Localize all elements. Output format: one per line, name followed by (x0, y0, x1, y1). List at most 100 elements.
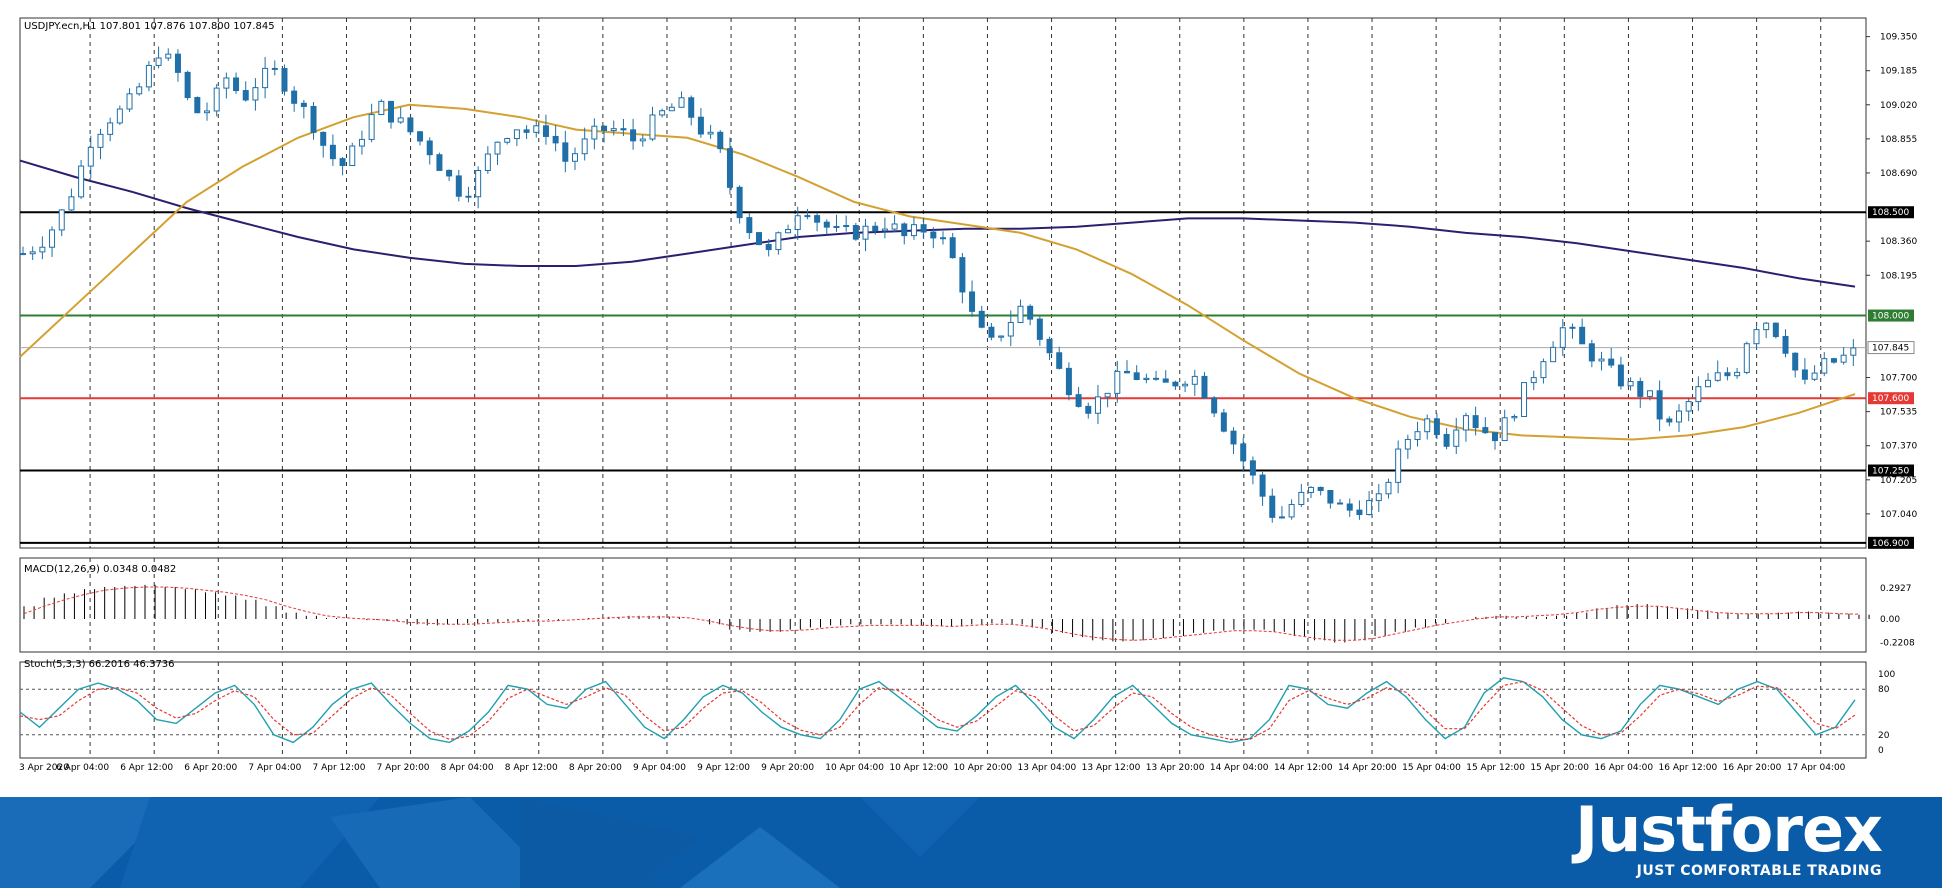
candle-body (465, 195, 472, 198)
candle-body (213, 87, 220, 112)
ma-50-line (19, 103, 1856, 441)
candle-body (513, 129, 520, 140)
candle-body (949, 237, 956, 259)
candle-body (242, 90, 249, 101)
candle-body (68, 196, 75, 211)
candle-body (97, 133, 104, 148)
time-label: 7 Apr 20:00 (377, 763, 430, 773)
candle-body (610, 128, 617, 132)
candle-body (339, 158, 346, 167)
candle-body (329, 144, 336, 160)
time-label: 16 Apr 12:00 (1659, 763, 1718, 773)
candle-body (262, 67, 269, 89)
candle-body (49, 229, 56, 248)
candle-body (1850, 347, 1857, 356)
candle-body (1414, 431, 1421, 440)
candle-body (300, 102, 307, 107)
candle-body (998, 335, 1005, 338)
candle-body (1007, 322, 1014, 337)
candle-body (388, 100, 394, 123)
candle-body (1550, 346, 1557, 363)
candle-body (87, 146, 94, 167)
candles (20, 46, 1857, 523)
time-label: 6 Apr 20:00 (184, 763, 237, 773)
macd-tick-label: 0.00 (1880, 615, 1900, 625)
candle-body (1530, 377, 1537, 384)
price-tick-label: 107.535 (1880, 408, 1917, 418)
candle-body (1269, 495, 1276, 518)
ma-200-line (19, 159, 1856, 288)
candle-body (1327, 489, 1334, 504)
candle-body (1462, 415, 1469, 431)
candle-body (969, 291, 976, 312)
candle-body (562, 142, 569, 162)
candle-body (320, 131, 327, 146)
price-tick-label: 107.700 (1880, 374, 1917, 384)
candle-body (436, 154, 443, 171)
candle-body (358, 138, 365, 147)
candle-body (1521, 382, 1528, 417)
stoch-d-line (19, 680, 1856, 741)
candle-body (1240, 443, 1247, 462)
candle-body (1308, 486, 1314, 493)
candle-body (1666, 418, 1673, 423)
stoch-k-line (19, 677, 1856, 744)
candle-body (862, 225, 869, 240)
candle-body (426, 140, 433, 156)
level-label: 108.500 (1872, 208, 1909, 218)
level-label: 107.250 (1872, 467, 1909, 477)
candle-body (1588, 343, 1595, 362)
candle-body (1085, 405, 1092, 414)
macd-tick-label: 0.2927 (1880, 584, 1912, 594)
candle-body (1094, 396, 1101, 414)
candle-body (910, 224, 917, 237)
time-label: 6 Apr 12:00 (120, 763, 173, 773)
time-label: 7 Apr 04:00 (248, 763, 301, 773)
time-label: 13 Apr 20:00 (1146, 763, 1205, 773)
candle-body (1346, 503, 1353, 511)
candle-body (1036, 318, 1043, 340)
candle-body (533, 125, 540, 133)
candle-body (1734, 371, 1741, 377)
candle-body (1065, 367, 1072, 396)
candle-body (1637, 380, 1644, 397)
candle-body (455, 175, 462, 197)
level-tag (1867, 341, 1915, 355)
macd-panel-frame (19, 557, 1867, 653)
candle-body (1801, 369, 1808, 380)
candle-body (1811, 372, 1818, 380)
stoch-panel-frame (19, 661, 1867, 759)
time-label: 16 Apr 20:00 (1723, 763, 1782, 773)
candle-body (1646, 390, 1653, 397)
candle-body (174, 53, 181, 73)
candle-body (1695, 386, 1702, 403)
candle-body (1385, 481, 1392, 495)
candle-body (1182, 383, 1189, 387)
candle-body (1753, 329, 1760, 345)
candle-body (1211, 397, 1218, 414)
macd-signal-line (23, 586, 1860, 641)
candle-body (1821, 358, 1828, 374)
candle-body (1617, 364, 1624, 387)
candle-body (1259, 474, 1266, 497)
candle-body (1763, 322, 1770, 331)
candle-body (1191, 375, 1198, 385)
candle-body (1230, 430, 1237, 445)
price-tick-label: 108.360 (1880, 237, 1917, 247)
candle-body (978, 310, 985, 328)
candle-body (785, 228, 792, 234)
candle-body (959, 257, 966, 293)
candle-body (494, 141, 501, 155)
candle-body (1337, 502, 1344, 505)
price-tick-label: 107.205 (1880, 476, 1917, 486)
candle-body (678, 97, 685, 108)
candle-body (1569, 326, 1576, 329)
candle-body (1453, 429, 1460, 447)
candle-body (126, 93, 133, 110)
logo-tagline: JUST COMFORTABLE TRADING (1636, 863, 1882, 879)
price-tick-label: 107.040 (1880, 510, 1917, 520)
candle-body (184, 71, 191, 99)
stoch-tick-label: 20 (1878, 731, 1890, 741)
candle-body (1492, 432, 1498, 442)
candle-body (1598, 358, 1605, 362)
